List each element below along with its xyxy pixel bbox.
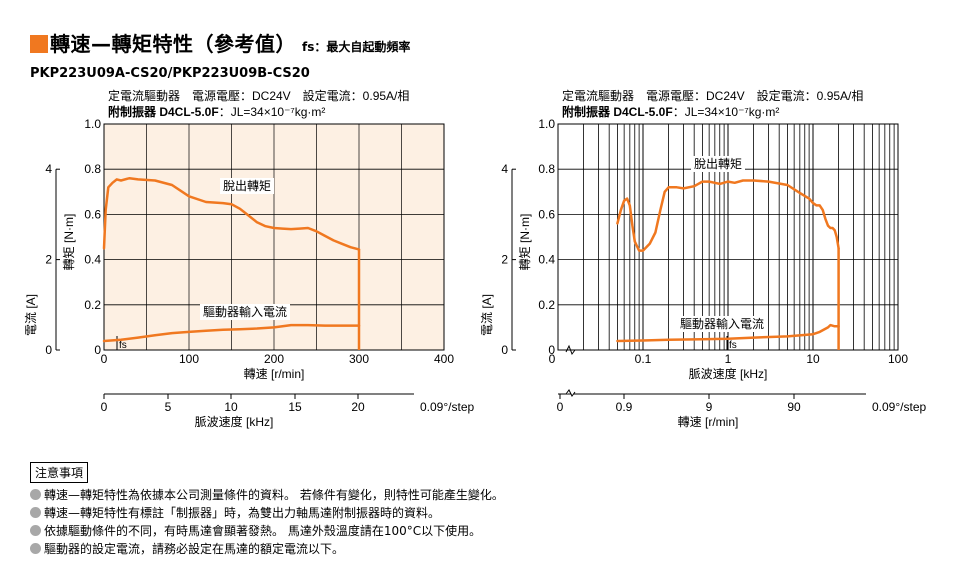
fs-footnote: fs：最大自起動頻率 xyxy=(302,40,411,54)
note-text: 轉速—轉矩特性有標註「制振器」時，為雙出力軸馬達附制振器時的資料。 xyxy=(44,506,441,520)
model-number: PKP223U09A-CS20/PKP223U09B-CS20 xyxy=(30,66,310,81)
page-header: 轉速—轉矩特性（參考值） fs：最大自起動頻率 xyxy=(30,28,410,58)
y-tick-label: 0 xyxy=(548,343,555,357)
axis-break-icon xyxy=(565,344,576,356)
x-tick-label: 1 xyxy=(725,352,732,366)
y2-axis-title: 電流 [A] xyxy=(24,294,38,336)
x2-tick-label: 0.9 xyxy=(616,400,633,414)
y2-tick-label: 4 xyxy=(501,162,508,176)
axis-break-icon xyxy=(565,389,576,397)
y-tick-label: 0.2 xyxy=(538,298,555,312)
damper-model: 附制振器 D4CL-5.0F xyxy=(108,104,219,119)
fs-marker-label: fs xyxy=(729,340,737,351)
condition-line-2: 附制振器 D4CL-5.0F：JL=34×10⁻⁷kg·m² xyxy=(562,104,779,119)
y2-tick-label: 0 xyxy=(501,343,508,357)
x2-tick-label: 9 xyxy=(706,400,713,414)
pullout-torque-label: 脫出轉矩 xyxy=(223,178,271,193)
note-item: 轉速—轉矩特性有標註「制振器」時，為雙出力軸馬達附制振器時的資料。 xyxy=(30,504,504,522)
notes-title: 注意事項 xyxy=(30,462,89,483)
step-angle-label: 0.09°/step xyxy=(420,400,474,414)
x-tick-label: 100 xyxy=(888,352,908,366)
step-angle-label: 0.09°/step xyxy=(872,400,926,414)
y-tick-label: 0.4 xyxy=(84,253,101,267)
x2-axis-title: 脈波速度 [kHz] xyxy=(195,414,274,429)
y2-tick-label: 2 xyxy=(501,253,508,267)
x-tick-label: 10 xyxy=(806,352,820,366)
y2-axis-title: 電流 [A] xyxy=(480,294,494,336)
x-axis-title: 脈波速度 [kHz] xyxy=(689,366,768,381)
x2-tick-label: 15 xyxy=(288,400,302,414)
x-tick-label: 400 xyxy=(434,352,454,366)
title-marker xyxy=(30,35,48,53)
bullet-icon xyxy=(30,543,41,554)
inertia-value: ：JL=34×10⁻⁷kg·m² xyxy=(673,105,780,119)
condition-line: 定電流驅動器 電源電壓：DC24V 設定電流：0.95A/相 xyxy=(562,88,863,103)
input-current-label-bg xyxy=(200,304,290,320)
x-tick-label: 0.1 xyxy=(635,352,652,366)
input-current-label-bg xyxy=(677,316,767,332)
input-current-curve xyxy=(616,323,840,343)
input-current-label: 驅動器輸入電流 xyxy=(203,304,287,319)
fs-marker-label: fs xyxy=(119,340,127,351)
condition-line: 定電流驅動器 電源電壓：DC24V 設定電流：0.95A/相 xyxy=(108,88,409,103)
page-title: 轉速—轉矩特性（參考值） xyxy=(50,32,296,56)
y-tick-label: 0.4 xyxy=(538,253,555,267)
input-current-curve xyxy=(102,323,361,343)
y-tick-label: 1.0 xyxy=(538,117,555,131)
x2-tick-label: 0 xyxy=(557,400,564,414)
x-tick-label: 300 xyxy=(349,352,369,366)
x-tick-label: 100 xyxy=(179,352,199,366)
x2-tick-label: 90 xyxy=(787,400,801,414)
y-tick-label: 0 xyxy=(94,343,101,357)
x2-tick-label: 20 xyxy=(351,400,365,414)
bullet-icon xyxy=(30,489,41,500)
y2-tick-label: 4 xyxy=(45,162,52,176)
y-tick-label: 1.0 xyxy=(84,117,101,131)
x-tick-label: 0 xyxy=(101,352,108,366)
y-tick-label: 0.8 xyxy=(84,162,101,176)
y-tick-label: 0.6 xyxy=(538,207,555,221)
note-item: 依據驅動條件的不同，有時馬達會顯著發熱。 馬達外殼溫度請在100°C以下使用。 xyxy=(30,522,504,540)
note-text: 驅動器的設定電流，請務必設定在馬達的額定電流以下。 xyxy=(44,542,345,556)
pullout-torque-curve xyxy=(616,179,840,252)
y-tick-label: 0.8 xyxy=(538,162,555,176)
bullet-icon xyxy=(30,525,41,536)
pullout-torque-label-bg xyxy=(691,156,745,172)
bullet-icon xyxy=(30,507,41,518)
y2-tick-label: 2 xyxy=(45,253,52,267)
notes-section: 注意事項 轉速—轉矩特性為依據本公司測量條件的資料。 若條件有變化，則特性可能產… xyxy=(30,462,504,558)
x-tick-label: 0 xyxy=(549,352,556,366)
damper-model: 附制振器 D4CL-5.0F xyxy=(562,104,673,119)
input-current-label: 驅動器輸入電流 xyxy=(680,316,764,331)
y-tick-label: 0.6 xyxy=(84,207,101,221)
note-item: 驅動器的設定電流，請務必設定在馬達的額定電流以下。 xyxy=(30,540,504,558)
x2-tick-label: 0 xyxy=(101,400,108,414)
pullout-torque-label: 脫出轉矩 xyxy=(694,156,742,171)
x2-axis-title: 轉速 [r/min] xyxy=(678,415,739,429)
y2-tick-label: 0 xyxy=(45,343,52,357)
pullout-torque-curve xyxy=(102,176,361,251)
pullout-torque-label-bg xyxy=(220,178,274,194)
note-text: 依據驅動條件的不同，有時馬達會顯著發熱。 馬達外殼溫度請在100°C以下使用。 xyxy=(44,524,482,538)
x-tick-label: 200 xyxy=(264,352,284,366)
inertia-value: ：JL=34×10⁻⁷kg·m² xyxy=(219,105,326,119)
y-axis-title: 轉矩 [N·m] xyxy=(62,214,76,271)
condition-line-2: 附制振器 D4CL-5.0F：JL=34×10⁻⁷kg·m² xyxy=(108,104,325,119)
x-axis-title: 轉速 [r/min] xyxy=(244,367,305,381)
note-text: 轉速—轉矩特性為依據本公司測量條件的資料。 若條件有變化，則特性可能產生變化。 xyxy=(44,488,504,502)
y-axis-title: 轉矩 [N·m] xyxy=(518,214,532,271)
y-tick-label: 0.2 xyxy=(84,298,101,312)
note-item: 轉速—轉矩特性為依據本公司測量條件的資料。 若條件有變化，則特性可能產生變化。 xyxy=(30,486,504,504)
x2-tick-label: 10 xyxy=(224,400,238,414)
x2-tick-label: 5 xyxy=(165,400,172,414)
